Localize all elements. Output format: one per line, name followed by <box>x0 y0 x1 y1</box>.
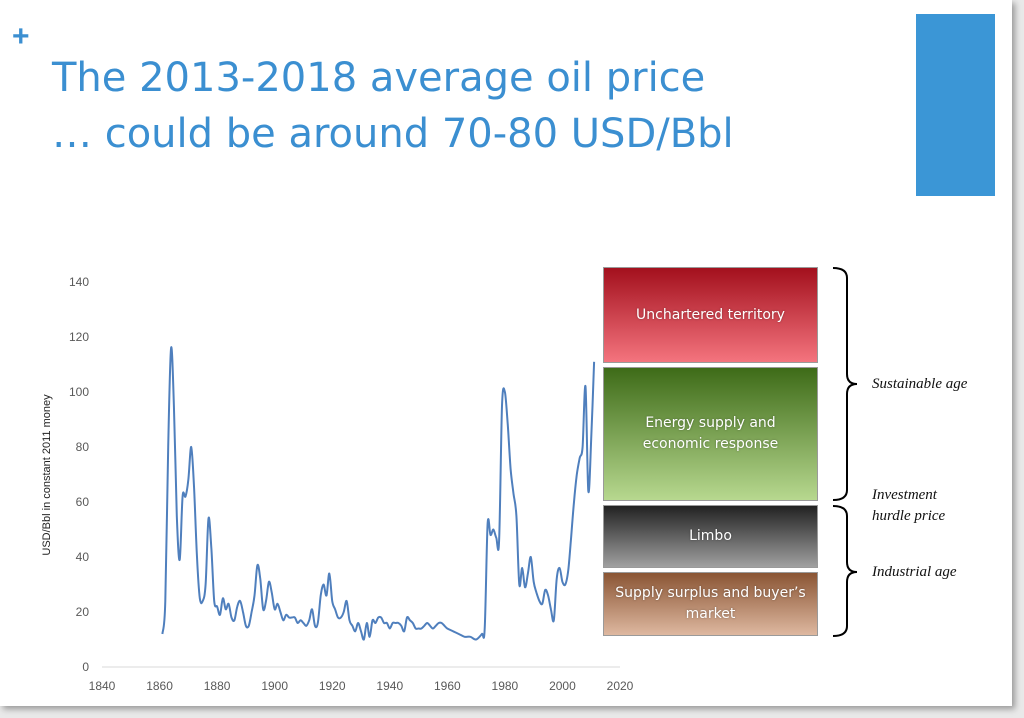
x-tick-label: 1900 <box>261 679 288 693</box>
zone-label: Energy supply and economic response <box>642 415 779 452</box>
zone-label: Supply surplus and buyer’s market <box>615 585 806 622</box>
x-tick-label: 1880 <box>204 679 231 693</box>
y-tick-label: 20 <box>76 605 90 619</box>
x-axis-ticks: 1840 1860 1880 1900 1920 1940 1960 1980 2000 2020 <box>89 679 634 693</box>
zone-label: Unchartered territory <box>636 306 785 323</box>
zone-label: Limbo <box>689 528 732 544</box>
y-axis-ticks: 0 20 40 60 80 100 120 140 <box>69 275 89 674</box>
zone-limbo: Limbo <box>603 505 818 568</box>
zone-energy-supply: Energy supply and economic response <box>603 367 818 501</box>
y-tick-label: 40 <box>76 550 90 564</box>
price-series-line <box>161 346 596 641</box>
x-tick-label: 1960 <box>434 679 461 693</box>
title-line-1: The 2013-2018 average oil price <box>52 55 706 101</box>
x-tick-label: 1860 <box>146 679 173 693</box>
y-tick-label: 140 <box>69 275 89 289</box>
y-tick-label: 80 <box>76 440 90 454</box>
accent-bar <box>916 14 995 196</box>
slide: + The 2013-2018 average oil price … coul… <box>0 0 1012 706</box>
y-tick-label: 100 <box>69 385 89 399</box>
upper-brace <box>832 267 858 501</box>
annotation-sustainable-age: Sustainable age <box>872 376 968 392</box>
title-line-2: … could be around 70-80 USD/Bbl <box>52 111 734 157</box>
lower-brace <box>832 505 858 637</box>
y-tick-label: 120 <box>69 330 89 344</box>
slide-title: The 2013-2018 average oil price … could … <box>52 50 734 162</box>
zone-unchartered-territory: Unchartered territory <box>603 267 818 363</box>
y-axis-label: USD/Bbl in constant 2011 money <box>41 394 53 556</box>
x-tick-label: 2020 <box>607 679 634 693</box>
x-tick-label: 1940 <box>376 679 403 693</box>
zone-supply-surplus: Supply surplus and buyer’s market <box>603 572 818 636</box>
x-tick-label: 1920 <box>319 679 346 693</box>
annotation-line: hurdle price <box>872 508 946 524</box>
annotation-investment-hurdle: Investment hurdle price <box>872 485 945 527</box>
y-tick-label: 0 <box>82 660 89 674</box>
x-tick-label: 2000 <box>549 679 576 693</box>
annotation-line: Investment <box>872 487 937 503</box>
x-tick-label: 1840 <box>89 679 116 693</box>
annotation-industrial-age: Industrial age <box>872 564 957 580</box>
plus-icon: + <box>12 20 30 53</box>
x-tick-label: 1980 <box>492 679 519 693</box>
y-tick-label: 60 <box>76 495 90 509</box>
